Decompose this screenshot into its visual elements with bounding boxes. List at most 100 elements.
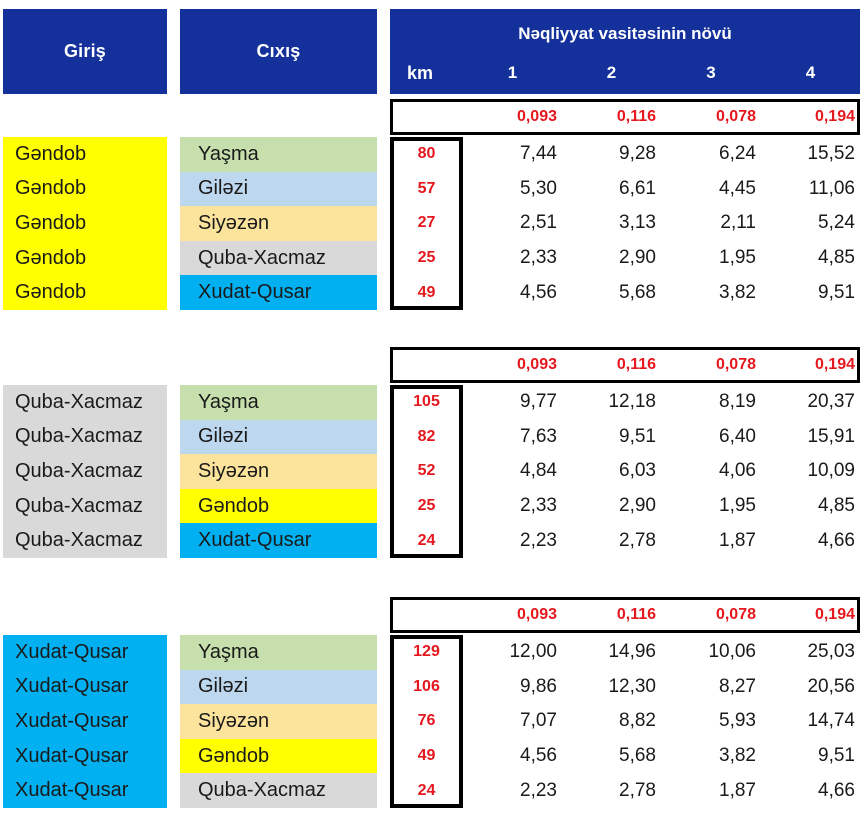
column-gap	[377, 385, 390, 420]
section-3: 0,093 0,116 0,078 0,194 Xudat-Qusar Yaşma 129 1…	[3, 596, 866, 808]
column-gap	[167, 9, 180, 94]
table-row: Gəndob Quba-Xacmaz 25 2,33 2,90 1,95 4,85	[3, 240, 866, 276]
exit-cell: Siyəzən	[180, 704, 377, 739]
column-gap	[167, 241, 180, 276]
tariff-value: 4,45	[719, 177, 756, 199]
coefficient-value: 0,093	[516, 108, 557, 125]
tariff-value: 11,06	[808, 177, 855, 199]
column-gap	[167, 773, 180, 808]
tariff-value: 9,51	[818, 281, 855, 303]
coefficient-row: 0,093 0,116 0,078 0,194	[390, 99, 860, 135]
table-row: Gəndob Siyəzən 27 2,51 3,13 2,11 5,24	[3, 206, 866, 241]
tariff-value: 6,40	[719, 425, 756, 447]
exit-cell: Siyəzən	[180, 454, 377, 489]
coefficient-value: 0,116	[616, 605, 656, 623]
column-gap	[167, 523, 180, 558]
entry-cell: Gəndob	[3, 137, 167, 172]
tariff-value: 3,82	[719, 745, 756, 767]
column-gap	[377, 704, 390, 739]
coefficient-value: 0,194	[814, 605, 855, 623]
exit-cell: Quba-Xacmaz	[180, 773, 377, 808]
tariff-value: 9,86	[520, 675, 557, 697]
km-value: 106	[413, 677, 440, 695]
tariff-value: 4,56	[520, 281, 557, 303]
tariff-value: 2,90	[619, 495, 656, 517]
tariff-value: 2,33	[520, 495, 557, 517]
entry-cell: Xudat-Qusar	[3, 738, 167, 774]
exit-cell: Yaşma	[180, 634, 377, 670]
column-gap	[167, 385, 180, 420]
tariff-value: 4,66	[818, 529, 855, 551]
tariff-value: 4,06	[719, 460, 756, 482]
column-gap	[377, 773, 390, 808]
table-row: Xudat-Qusar Gəndob 49 4,56 5,68 3,82 9,51	[3, 738, 866, 774]
tariff-value: 15,91	[807, 425, 855, 447]
tariff-value: 9,28	[619, 143, 656, 165]
section-1: 0,093 0,116 0,078 0,194 Gəndob Yaşma 80 7,44 9,2…	[3, 99, 866, 310]
entry-cell: Gəndob	[3, 206, 167, 241]
column-gap	[167, 739, 180, 774]
tariff-value: 7,44	[520, 143, 557, 165]
km-value: 25	[417, 249, 436, 267]
column-gap	[167, 454, 180, 489]
coefficient-row: 0,093 0,116 0,078 0,194	[390, 596, 860, 633]
tariff-value: 1,87	[719, 529, 756, 551]
km-value: 76	[417, 712, 436, 730]
entry-cell: Quba-Xacmaz	[3, 419, 167, 455]
type-col-header-3: 3	[706, 63, 716, 82]
tariff-value: 7,63	[520, 425, 557, 447]
entry-cell: Quba-Xacmaz	[3, 384, 167, 420]
coefficient-value: 0,093	[516, 605, 557, 623]
section-rows: Xudat-Qusar Yaşma 129 12,00 14,96 10,06 25,03 X…	[3, 634, 866, 808]
tariff-value: 12,00	[509, 641, 557, 663]
coefficient-value: 0,078	[715, 355, 756, 373]
exit-cell: Yaşma	[180, 137, 377, 172]
type-col-header-4: 4	[805, 63, 816, 82]
km-value: 105	[413, 393, 440, 411]
column-gap	[377, 275, 390, 310]
table-row: Xudat-Qusar Yaşma 129 12,00 14,96 10,06 25,03	[3, 634, 866, 670]
entry-cell: Gəndob	[3, 240, 167, 276]
column-gap	[377, 523, 390, 558]
exit-cell: Gəndob	[180, 738, 377, 774]
km-value: 57	[417, 179, 436, 197]
section-2: 0,093 0,116 0,078 0,194 Quba-Xacmaz Yaşma 105 9…	[3, 346, 866, 558]
tariff-value: 14,74	[807, 710, 855, 732]
column-gap	[167, 670, 180, 705]
type-col-header-2: 2	[606, 63, 617, 82]
column-gap	[167, 206, 180, 241]
column-gap	[377, 172, 390, 207]
entry-cell: Xudat-Qusar	[3, 704, 167, 739]
entry-cell: Xudat-Qusar	[3, 669, 167, 705]
tariff-value: 12,18	[608, 391, 656, 413]
section-rows: Quba-Xacmaz Yaşma 105 9,77 12,18 8,19 20,37 Qub…	[3, 384, 866, 558]
tariff-value: 2,23	[520, 529, 557, 551]
table-row: Xudat-Qusar Giləzi 106 9,86 12,30 8,27 20,56	[3, 669, 866, 705]
entry-cell: Quba-Xacmaz	[3, 454, 167, 489]
exit-cell: Xudat-Qusar	[180, 523, 377, 558]
column-gap	[167, 172, 180, 207]
entry-cell: Gəndob	[3, 275, 167, 310]
column-gap	[377, 420, 390, 455]
column-gap	[167, 635, 180, 670]
tariff-value: 4,85	[818, 247, 855, 269]
exit-cell: Siyəzən	[180, 206, 377, 241]
table-header: Giriş Cıxış Nəqliyyat vasitəsinin növü k…	[3, 9, 866, 94]
table-row: Gəndob Giləzi 57 5,30 6,61 4,45 11,06	[3, 171, 866, 207]
exit-cell: Yaşma	[180, 384, 377, 420]
tariff-value: 5,93	[719, 710, 756, 732]
tariff-value: 1,95	[719, 247, 756, 269]
column-gap	[377, 670, 390, 705]
table-row: Quba-Xacmaz Gəndob 25 2,33 2,90 1,95 4,85	[3, 488, 866, 524]
tariff-value: 9,51	[818, 745, 855, 767]
tariff-value: 5,24	[818, 212, 855, 234]
coefficient-value: 0,194	[814, 355, 855, 373]
table-row: Quba-Xacmaz Xudat-Qusar 24 2,23 2,78 1,87 4,66	[3, 523, 866, 558]
column-gap	[377, 137, 390, 172]
tariff-value: 14,96	[608, 641, 656, 663]
tariff-value: 8,19	[719, 391, 756, 413]
column-gap	[167, 137, 180, 172]
column-gap	[377, 241, 390, 276]
tariff-value: 1,87	[719, 779, 756, 801]
